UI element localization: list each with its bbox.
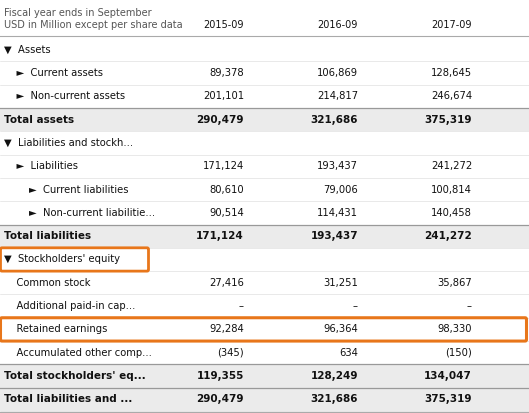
Text: 100,814: 100,814	[431, 185, 472, 195]
Text: ►  Non-current liabilitie...: ► Non-current liabilitie...	[4, 208, 155, 218]
Bar	[0, 108, 529, 131]
Text: 134,047: 134,047	[424, 371, 472, 381]
Text: 98,330: 98,330	[437, 324, 472, 335]
Bar	[0, 178, 529, 201]
Text: 246,674: 246,674	[431, 91, 472, 101]
Text: Total assets: Total assets	[4, 114, 74, 125]
Text: 193,437: 193,437	[311, 231, 358, 241]
Text: 241,272: 241,272	[431, 161, 472, 171]
Text: 140,458: 140,458	[431, 208, 472, 218]
Bar	[0, 318, 529, 341]
Text: 27,416: 27,416	[209, 278, 244, 288]
Text: 128,645: 128,645	[431, 68, 472, 78]
Text: Common stock: Common stock	[4, 278, 90, 288]
Text: Total stockholders' eq...: Total stockholders' eq...	[4, 371, 146, 381]
Text: 171,124: 171,124	[203, 161, 244, 171]
Text: Total liabilities: Total liabilities	[4, 231, 91, 241]
Text: ►  Liabilities: ► Liabilities	[4, 161, 78, 171]
Text: 96,364: 96,364	[323, 324, 358, 335]
Text: 375,319: 375,319	[424, 394, 472, 404]
Text: Retained earnings: Retained earnings	[4, 324, 107, 335]
Text: 214,817: 214,817	[317, 91, 358, 101]
Text: 241,272: 241,272	[424, 231, 472, 241]
Text: 321,686: 321,686	[311, 394, 358, 404]
Bar	[0, 294, 529, 318]
Text: 2016-09: 2016-09	[317, 20, 358, 30]
Text: 321,686: 321,686	[311, 114, 358, 125]
Bar	[0, 388, 529, 411]
Text: Fiscal year ends in September: Fiscal year ends in September	[4, 8, 152, 18]
Text: 2015-09: 2015-09	[204, 20, 244, 30]
Text: 290,479: 290,479	[196, 114, 244, 125]
Text: USD in Million except per share data: USD in Million except per share data	[4, 20, 183, 30]
Text: 92,284: 92,284	[209, 324, 244, 335]
Bar	[0, 248, 529, 271]
Text: Total liabilities and ...: Total liabilities and ...	[4, 394, 132, 404]
Text: –: –	[353, 301, 358, 311]
Bar	[0, 201, 529, 225]
Text: 31,251: 31,251	[323, 278, 358, 288]
Bar	[0, 154, 529, 178]
Bar	[0, 85, 529, 108]
Text: 2017-09: 2017-09	[432, 20, 472, 30]
Text: ▼  Stockholders' equity: ▼ Stockholders' equity	[4, 254, 120, 264]
Text: (345): (345)	[217, 348, 244, 358]
Text: ►  Current assets: ► Current assets	[4, 68, 103, 78]
Text: ▼  Assets: ▼ Assets	[4, 45, 51, 55]
Text: Additional paid-in cap...: Additional paid-in cap...	[4, 301, 135, 311]
Text: Accumulated other comp...: Accumulated other comp...	[4, 348, 152, 358]
Text: ►  Current liabilities: ► Current liabilities	[4, 185, 129, 195]
Text: 375,319: 375,319	[424, 114, 472, 125]
Bar	[0, 271, 529, 294]
Bar	[0, 225, 529, 248]
Text: (150): (150)	[445, 348, 472, 358]
Text: –: –	[467, 301, 472, 311]
Text: 79,006: 79,006	[323, 185, 358, 195]
Text: 90,514: 90,514	[209, 208, 244, 218]
Text: –: –	[239, 301, 244, 311]
Bar	[0, 131, 529, 154]
Text: 201,101: 201,101	[203, 91, 244, 101]
Text: 35,867: 35,867	[437, 278, 472, 288]
Text: 128,249: 128,249	[311, 371, 358, 381]
Text: 114,431: 114,431	[317, 208, 358, 218]
Text: 119,355: 119,355	[197, 371, 244, 381]
Text: 171,124: 171,124	[196, 231, 244, 241]
Text: 290,479: 290,479	[196, 394, 244, 404]
Bar	[0, 61, 529, 85]
Text: 89,378: 89,378	[209, 68, 244, 78]
Text: 106,869: 106,869	[317, 68, 358, 78]
Text: ▼  Liabilities and stockh...: ▼ Liabilities and stockh...	[4, 138, 133, 148]
Text: ►  Non-current assets: ► Non-current assets	[4, 91, 125, 101]
Text: 193,437: 193,437	[317, 161, 358, 171]
Text: 634: 634	[339, 348, 358, 358]
Text: 80,610: 80,610	[209, 185, 244, 195]
Bar	[0, 364, 529, 388]
Bar	[0, 38, 529, 61]
Bar	[0, 341, 529, 364]
